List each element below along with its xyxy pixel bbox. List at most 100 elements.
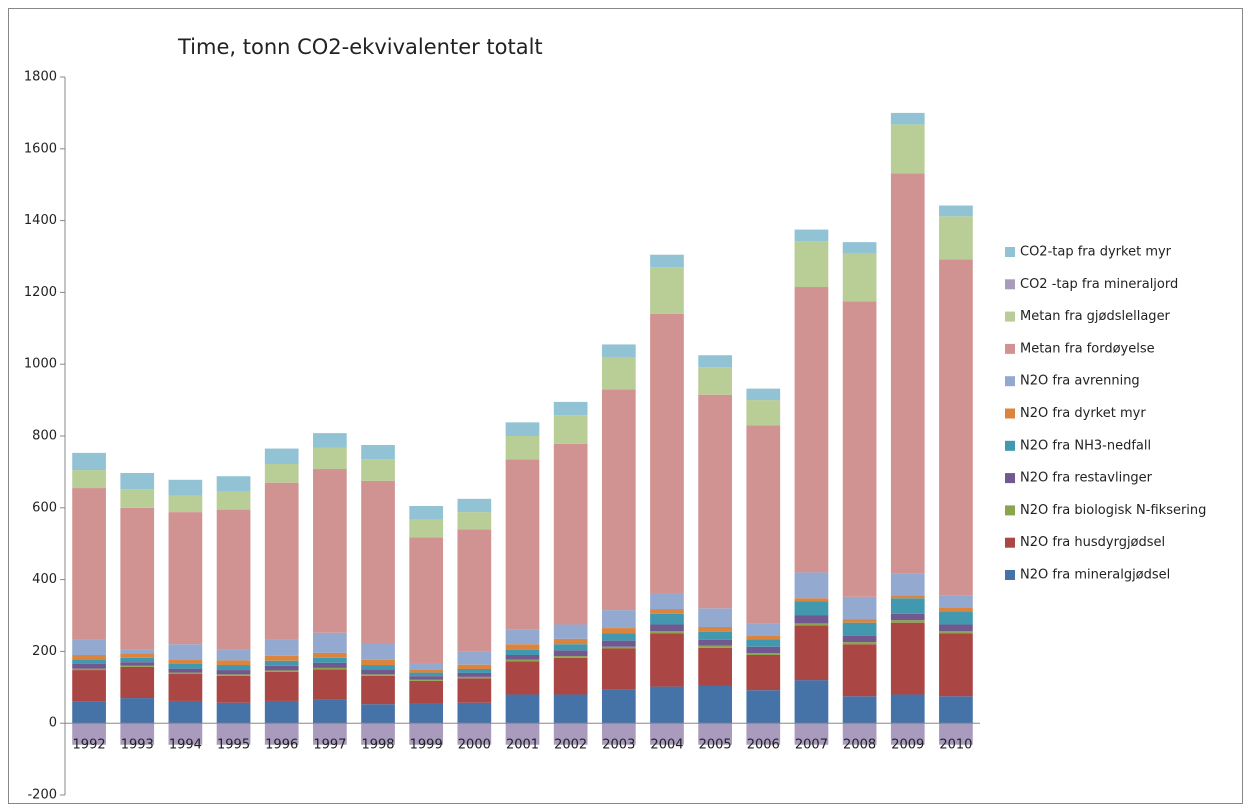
- bar-segment: [168, 674, 203, 701]
- bar-segment: [601, 633, 636, 641]
- bar-segment: [890, 573, 925, 596]
- bar-segment: [553, 650, 588, 657]
- y-tick-label: 1800: [24, 70, 57, 85]
- bar-segment: [120, 723, 155, 745]
- bar-segment: [890, 622, 925, 695]
- legend-swatch: [1005, 376, 1015, 387]
- bar-segment: [939, 633, 973, 697]
- bar-segment: [264, 464, 299, 483]
- bar-segment: [890, 613, 925, 621]
- bar-segment: [505, 649, 540, 655]
- bar-segment: [457, 529, 492, 652]
- bar-segment: [264, 700, 299, 724]
- bar-segment: [746, 639, 781, 647]
- bar-segment: [168, 668, 203, 673]
- bar-segment: [216, 702, 251, 724]
- bar-segment: [842, 723, 877, 745]
- legend-label: CO2 -tap fra mineraljord: [1020, 277, 1178, 292]
- bar-segment: [216, 665, 251, 671]
- legend-swatch: [1005, 311, 1015, 322]
- bar-segment: [409, 672, 444, 677]
- bar-segment: [361, 459, 395, 481]
- bar-segment: [505, 629, 540, 645]
- bar-segment: [842, 253, 877, 302]
- x-tick-label: 2010: [939, 738, 972, 753]
- bar-segment: [409, 669, 444, 673]
- bar-segment: [361, 480, 395, 644]
- bar-segment: [890, 620, 925, 623]
- bar-segment: [457, 651, 492, 665]
- x-tick-label: 2005: [699, 738, 732, 753]
- bar-segment: [505, 723, 540, 745]
- bar-segment: [794, 723, 829, 745]
- bar-segment: [72, 452, 106, 471]
- bar-segment: [120, 698, 155, 724]
- legend-label: Metan fra gjødslellager: [1020, 309, 1171, 324]
- legend-label: N2O fra avrenning: [1020, 374, 1140, 389]
- bar-segment: [890, 112, 925, 125]
- bar-segment: [457, 664, 492, 669]
- bar-segment: [457, 498, 492, 513]
- bar-segment: [650, 593, 684, 610]
- bar-segment: [361, 643, 395, 660]
- bar-segment: [842, 635, 877, 643]
- bar-segment: [264, 482, 299, 640]
- bar-segment: [698, 639, 732, 646]
- x-tick-label: 1999: [410, 738, 443, 753]
- bar-segment: [794, 598, 829, 602]
- bar-segment: [409, 723, 444, 745]
- bar-segment: [553, 401, 588, 416]
- bar-segment: [361, 444, 395, 460]
- bar-segment: [650, 631, 684, 634]
- bar-segment: [264, 671, 299, 701]
- bar-segment: [601, 344, 636, 358]
- bar-segment: [842, 596, 877, 620]
- bar-segment: [939, 607, 973, 612]
- y-tick-label: 1000: [24, 357, 57, 372]
- bar-segment: [650, 633, 684, 687]
- bar-segment: [313, 669, 347, 700]
- bar-segment: [313, 433, 347, 448]
- bar-segment: [216, 649, 251, 661]
- y-tick-label: 400: [32, 572, 57, 587]
- bar-segment: [553, 644, 588, 651]
- legend-swatch: [1005, 473, 1015, 484]
- legend-label: N2O fra biologisk N-fiksering: [1020, 503, 1206, 518]
- x-tick-label: 2008: [843, 738, 876, 753]
- bar-segment: [746, 425, 781, 624]
- bar-segment: [72, 668, 106, 671]
- x-tick-label: 2003: [602, 738, 635, 753]
- bar-segment: [842, 622, 877, 636]
- bar-segment: [650, 723, 684, 745]
- y-tick-label: 200: [32, 644, 57, 659]
- y-tick-label: 1400: [24, 213, 57, 228]
- bar-segment: [794, 615, 829, 624]
- bar-segment: [264, 665, 299, 671]
- bar-segment: [601, 689, 636, 724]
- legend-swatch: [1005, 343, 1015, 354]
- bar-segment: [601, 723, 636, 745]
- bar-segment: [409, 703, 444, 724]
- bar-segment: [120, 657, 155, 663]
- bar-segment: [553, 694, 588, 724]
- bar-segment: [361, 704, 395, 724]
- bar-segment: [313, 657, 347, 663]
- legend-swatch: [1005, 505, 1015, 516]
- legend-label: N2O fra NH3-nedfall: [1020, 438, 1151, 453]
- bar-segment: [698, 355, 732, 368]
- legend-label: Metan fra fordøyelse: [1020, 341, 1155, 356]
- bar-segment: [361, 665, 395, 670]
- bar-segment: [746, 723, 781, 745]
- bar-segment: [601, 646, 636, 649]
- bar-segment: [505, 644, 540, 650]
- bar-segment: [361, 669, 395, 675]
- bar-segment: [842, 696, 877, 724]
- x-tick-label: 2006: [747, 738, 780, 753]
- bar-segment: [313, 447, 347, 470]
- bar-segment: [72, 639, 106, 655]
- bar-segment: [313, 699, 347, 724]
- bar-segment: [216, 476, 251, 492]
- bar-segment: [120, 653, 155, 658]
- bar-segment: [890, 598, 925, 614]
